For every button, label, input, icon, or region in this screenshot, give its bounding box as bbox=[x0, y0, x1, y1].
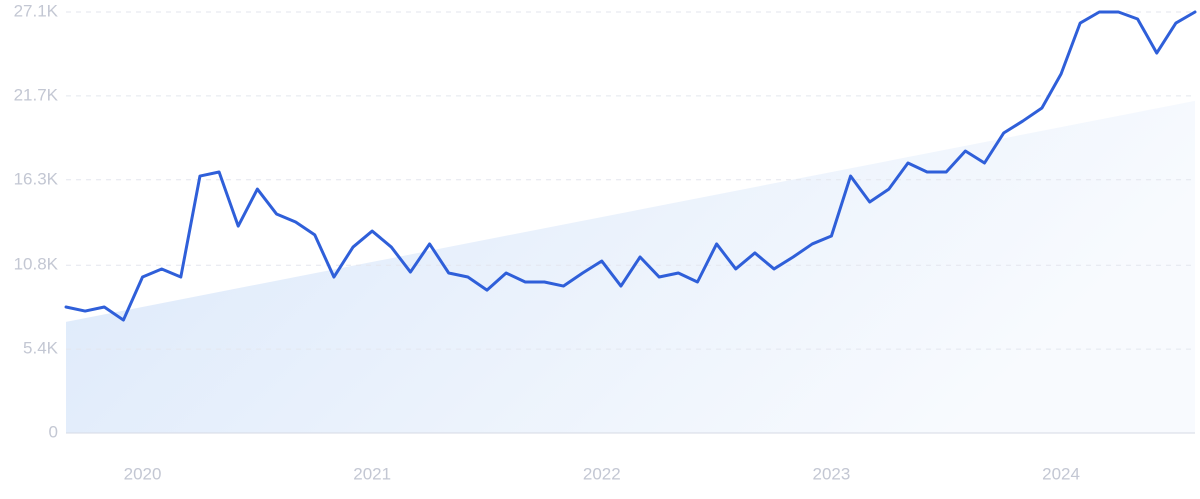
x-tick-label: 2021 bbox=[353, 464, 391, 483]
x-tick-label: 2023 bbox=[813, 464, 851, 483]
x-tick-label: 2024 bbox=[1042, 464, 1080, 483]
line-series bbox=[64, 10, 1197, 322]
trend-area bbox=[66, 100, 1195, 433]
y-tick-label: 16.3K bbox=[14, 169, 59, 188]
x-tick-label: 2020 bbox=[124, 464, 162, 483]
y-tick-label: 10.8K bbox=[14, 255, 59, 274]
y-tick-label: 27.1K bbox=[14, 1, 59, 20]
x-tick-label: 2022 bbox=[583, 464, 621, 483]
y-tick-label: 0 bbox=[49, 422, 58, 441]
y-tick-label: 5.4K bbox=[23, 339, 59, 358]
y-tick-label: 21.7K bbox=[14, 85, 59, 104]
